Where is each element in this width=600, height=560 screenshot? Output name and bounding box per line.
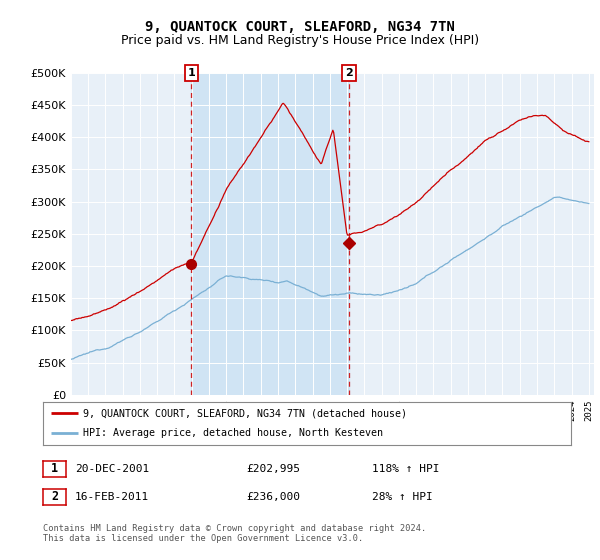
Text: 9, QUANTOCK COURT, SLEAFORD, NG34 7TN: 9, QUANTOCK COURT, SLEAFORD, NG34 7TN xyxy=(145,20,455,34)
Text: £236,000: £236,000 xyxy=(246,492,300,502)
Text: 2: 2 xyxy=(345,68,353,78)
Bar xyxy=(191,73,349,395)
Text: 16-FEB-2011: 16-FEB-2011 xyxy=(75,492,149,502)
Text: 1: 1 xyxy=(51,462,58,475)
Text: 1: 1 xyxy=(187,68,195,78)
Text: £202,995: £202,995 xyxy=(246,464,300,474)
Text: Price paid vs. HM Land Registry's House Price Index (HPI): Price paid vs. HM Land Registry's House … xyxy=(121,34,479,47)
Text: HPI: Average price, detached house, North Kesteven: HPI: Average price, detached house, Nort… xyxy=(83,428,383,438)
Text: 28% ↑ HPI: 28% ↑ HPI xyxy=(372,492,433,502)
Text: Contains HM Land Registry data © Crown copyright and database right 2024.
This d: Contains HM Land Registry data © Crown c… xyxy=(43,524,427,543)
Text: 2: 2 xyxy=(51,490,58,503)
Text: 20-DEC-2001: 20-DEC-2001 xyxy=(75,464,149,474)
Text: 118% ↑ HPI: 118% ↑ HPI xyxy=(372,464,439,474)
Text: 9, QUANTOCK COURT, SLEAFORD, NG34 7TN (detached house): 9, QUANTOCK COURT, SLEAFORD, NG34 7TN (d… xyxy=(83,408,407,418)
